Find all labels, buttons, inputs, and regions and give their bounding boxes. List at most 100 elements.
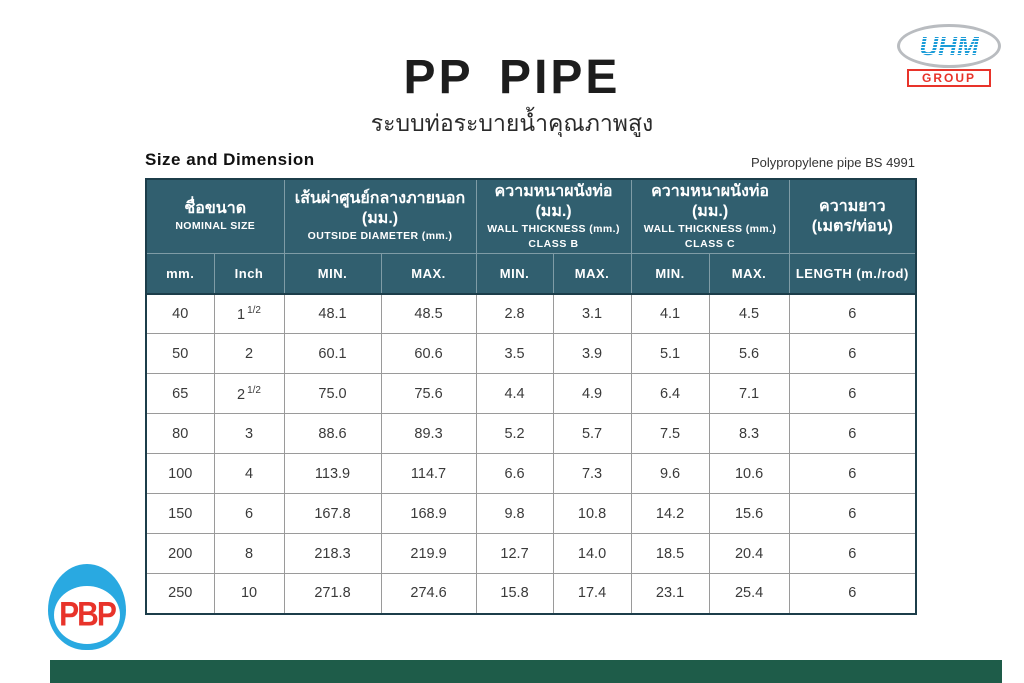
cell-classb-max: 7.3 — [552, 453, 632, 494]
cell-classb-min: 3.5 — [475, 333, 554, 374]
cell-od-max: 219.9 — [380, 533, 477, 574]
cell-classc-min: 23.1 — [630, 573, 710, 614]
cell-size-inch: 1 1/2 — [213, 293, 285, 334]
inch-fraction: 1/2 — [247, 304, 261, 316]
group-label-thai: เส้นผ่าศูนย์กลางภายนอก (มม.) — [294, 190, 466, 227]
cell-classc-max: 4.5 — [708, 293, 790, 334]
cell-classb-min: 4.4 — [475, 373, 554, 414]
cell-size-mm: 250 — [145, 573, 215, 614]
cell-classc-max: 20.4 — [708, 533, 790, 574]
cell-length: 6 — [788, 373, 917, 414]
subheader-classb-min: MIN. — [475, 253, 554, 295]
cell-size-mm: 150 — [145, 493, 215, 534]
uhm-logo-oval: UHM — [897, 24, 1001, 68]
cell-classc-max: 5.6 — [708, 333, 790, 374]
col-group-outside-diameter: เส้นผ่าศูนย์กลางภายนอก (มม.) OUTSIDE DIA… — [283, 178, 477, 254]
cell-size-mm: 200 — [145, 533, 215, 574]
col-group-nominal-size: ชื่อขนาด NOMINAL SIZE — [145, 178, 285, 254]
group-label-eng: WALL THICKNESS (mm.) — [487, 223, 620, 235]
cell-size-mm: 65 — [145, 373, 215, 414]
cell-classc-min: 5.1 — [630, 333, 710, 374]
cell-classb-min: 12.7 — [475, 533, 554, 574]
cell-size-inch: 8 — [213, 533, 285, 574]
subheader-mm: mm. — [145, 253, 215, 295]
uhm-group-label: GROUP — [907, 69, 991, 87]
inch-fraction: 1/2 — [247, 384, 261, 396]
standard-note: Polypropylene pipe BS 4991 — [750, 155, 915, 170]
bottom-green-bar — [50, 660, 1002, 683]
cell-classb-max: 4.9 — [552, 373, 632, 414]
cell-classc-max: 25.4 — [708, 573, 790, 614]
cell-classc-min: 4.1 — [630, 293, 710, 334]
subheader-classb-max: MAX. — [552, 253, 632, 295]
table-row: 40 1 1/2 48.1 48.5 2.8 3.1 4.1 4.5 6 — [145, 293, 917, 334]
cell-size-inch: 3 — [213, 413, 285, 454]
pbp-logo-text: PBP — [59, 595, 117, 634]
group-label-thai-2: (เมตร/ท่อน) — [811, 217, 893, 235]
table-subheader-row: mm. Inch MIN. MAX. MIN. MAX. MIN. MAX. L… — [145, 253, 917, 295]
cell-classc-min: 18.5 — [630, 533, 710, 574]
group-label-eng: NOMINAL SIZE — [175, 220, 256, 232]
pbp-logo: PBP — [48, 564, 126, 650]
cell-size-inch: 2 — [213, 333, 285, 374]
cell-od-max: 114.7 — [380, 453, 477, 494]
cell-od-min: 271.8 — [283, 573, 382, 614]
section-title: Size and Dimension — [145, 150, 315, 169]
subheader-classc-max: MAX. — [708, 253, 790, 295]
cell-classb-max: 3.1 — [552, 293, 632, 334]
cell-size-mm: 40 — [145, 293, 215, 334]
cell-length: 6 — [788, 413, 917, 454]
cell-size-mm: 100 — [145, 453, 215, 494]
uhm-logo-text: UHM — [919, 31, 979, 61]
cell-size-mm: 50 — [145, 333, 215, 374]
cell-od-min: 48.1 — [283, 293, 382, 334]
group-label-eng: WALL THICKNESS (mm.) — [643, 223, 777, 235]
group-label-thai: ความหนาผนังท่อ (มม.) — [494, 183, 613, 220]
cell-classb-min: 2.8 — [475, 293, 554, 334]
page-subtitle-thai: ระบบท่อระบายน้ำคุณภาพสูง — [370, 110, 654, 136]
cell-classc-max: 8.3 — [708, 413, 790, 454]
cell-od-min: 75.0 — [283, 373, 382, 414]
table-group-header-row: ชื่อขนาด NOMINAL SIZE เส้นผ่าศูนย์กลางภา… — [145, 178, 917, 254]
cell-length: 6 — [788, 573, 917, 614]
cell-classc-max: 7.1 — [708, 373, 790, 414]
cell-od-max: 274.6 — [380, 573, 477, 614]
cell-classb-max: 14.0 — [552, 533, 632, 574]
table-row: 150 6 167.8 168.9 9.8 10.8 14.2 15.6 6 — [145, 493, 917, 534]
cell-od-min: 113.9 — [283, 453, 382, 494]
cell-classb-max: 3.9 — [552, 333, 632, 374]
cell-classc-min: 14.2 — [630, 493, 710, 534]
cell-classc-max: 15.6 — [708, 493, 790, 534]
subheader-length: LENGTH (m./rod) — [788, 253, 917, 295]
cell-od-min: 167.8 — [283, 493, 382, 534]
cell-classc-min: 9.6 — [630, 453, 710, 494]
subheader-od-max: MAX. — [380, 253, 477, 295]
section-heading-row: Size and Dimension Polypropylene pipe BS… — [145, 150, 915, 170]
cell-size-inch: 10 — [213, 573, 285, 614]
cell-classb-min: 5.2 — [475, 413, 554, 454]
cell-length: 6 — [788, 333, 917, 374]
cell-length: 6 — [788, 533, 917, 574]
subheader-inch: Inch — [213, 253, 285, 295]
pbp-logo-inner-circle: PBP — [54, 586, 120, 644]
cell-classb-max: 17.4 — [552, 573, 632, 614]
cell-classc-min: 7.5 — [630, 413, 710, 454]
group-label-eng: OUTSIDE DIAMETER (mm.) — [307, 230, 453, 242]
page-title: PP PIPE — [403, 51, 621, 104]
size-dimension-table: ชื่อขนาด NOMINAL SIZE เส้นผ่าศูนย์กลางภา… — [145, 178, 918, 615]
table-row: 200 8 218.3 219.9 12.7 14.0 18.5 20.4 6 — [145, 533, 917, 574]
cell-classb-min: 15.8 — [475, 573, 554, 614]
cell-length: 6 — [788, 453, 917, 494]
cell-size-inch: 2 1/2 — [213, 373, 285, 414]
table-row: 80 3 88.6 89.3 5.2 5.7 7.5 8.3 6 — [145, 413, 917, 454]
cell-od-min: 218.3 — [283, 533, 382, 574]
cell-size-mm: 80 — [145, 413, 215, 454]
table-row: 65 2 1/2 75.0 75.6 4.4 4.9 6.4 7.1 6 — [145, 373, 917, 414]
table-row: 50 2 60.1 60.6 3.5 3.9 5.1 5.6 6 — [145, 333, 917, 374]
group-label-class: CLASS B — [528, 238, 579, 250]
col-group-length: ความยาว (เมตร/ท่อน) — [788, 178, 917, 254]
cell-classc-max: 10.6 — [708, 453, 790, 494]
cell-classb-min: 6.6 — [475, 453, 554, 494]
table-row: 250 10 271.8 274.6 15.8 17.4 23.1 25.4 6 — [145, 573, 917, 614]
